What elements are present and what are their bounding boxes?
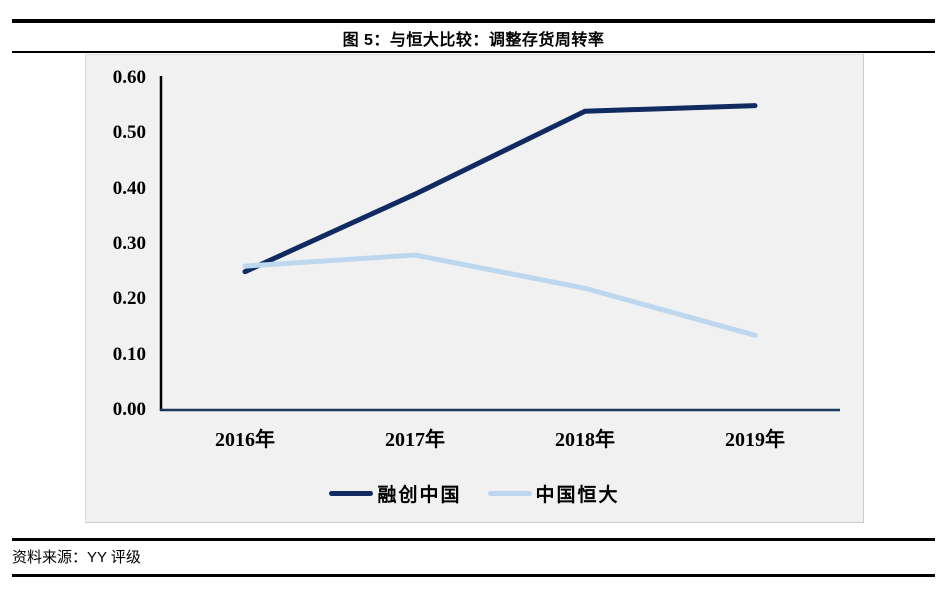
x-tick-label: 2018年 (555, 429, 615, 451)
legend-swatch (487, 491, 532, 496)
figure-title: 图 5：与恒大比较：调整存货周转率 (342, 32, 605, 49)
y-tick-label: 0.20 (112, 288, 146, 310)
chart-panel (85, 54, 864, 523)
series-lines (242, 103, 758, 338)
y-tick-label: 0.50 (112, 122, 146, 144)
legend-item: 中国恒大 (487, 480, 620, 507)
y-tick-label: 0.00 (112, 399, 146, 420)
source-text: 资料来源：YY 评级 (12, 549, 141, 566)
y-tick-label: 0.10 (112, 343, 146, 365)
source-divider-top (12, 538, 935, 541)
y-tick-label: 0.40 (112, 177, 146, 199)
legend-item: 融创中国 (329, 480, 461, 507)
legend-label: 中国恒大 (535, 485, 620, 506)
x-tick-label: 2016年 (215, 429, 275, 451)
series-line-中国恒大 (242, 252, 758, 338)
y-tick-label: 0.30 (112, 233, 146, 254)
top-divider (12, 19, 935, 23)
source-divider-bottom (12, 574, 935, 577)
series-line-融创中国 (242, 103, 758, 275)
legend-label: 融创中国 (377, 485, 462, 506)
x-tick-label: 2019年 (725, 429, 785, 451)
title-divider (12, 51, 935, 53)
chart-legend: 融创中国 中国恒大 (85, 480, 864, 507)
legend-swatch (329, 491, 374, 496)
y-tick-label: 0.60 (112, 67, 146, 88)
x-tick-label: 2017年 (385, 429, 445, 451)
